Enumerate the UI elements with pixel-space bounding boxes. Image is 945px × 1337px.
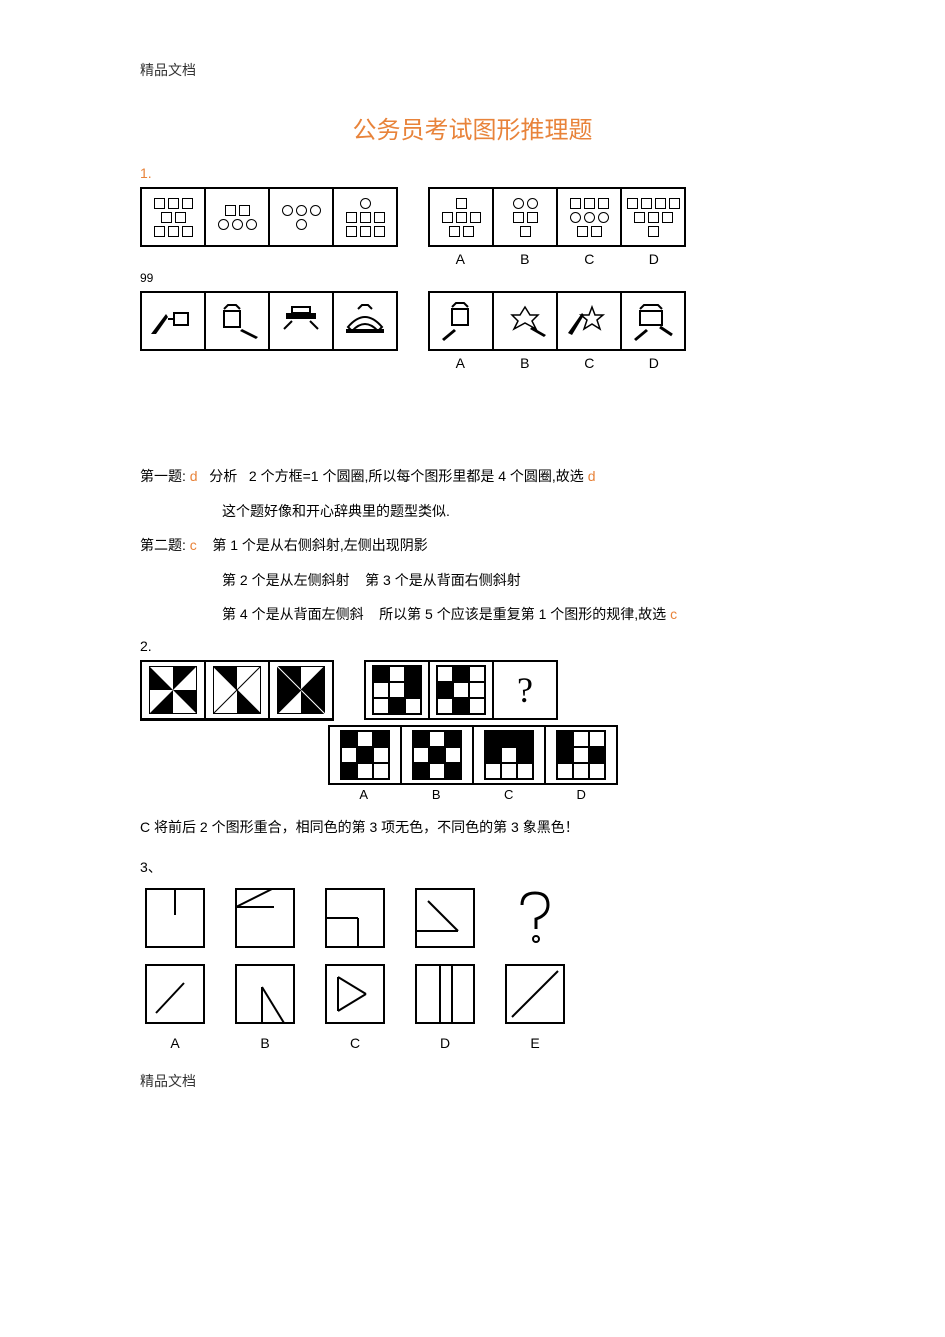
q1b-rD: [622, 293, 684, 349]
q2-pin3: [270, 662, 332, 718]
q1b-l2: [206, 293, 270, 349]
q2-label-B: B: [401, 787, 471, 802]
q3-optC: [320, 959, 390, 1029]
q3-qmark: [500, 883, 570, 953]
q3-optD: [410, 959, 480, 1029]
label-B2: B: [494, 355, 556, 371]
label-A: A: [429, 251, 491, 267]
q1-l-cell3: [270, 189, 334, 245]
q3-label-B: B: [230, 1035, 300, 1051]
q2-label-A: A: [329, 787, 399, 802]
q3-number: 3、: [140, 857, 805, 877]
label-C2: C: [558, 355, 620, 371]
q2-optC: [474, 727, 546, 783]
label-D: D: [623, 251, 685, 267]
q1-right-panel: A B C D: [428, 187, 686, 267]
q1-l-cell2: [206, 189, 270, 245]
q3-label-A: A: [140, 1035, 210, 1051]
q2-optB: [402, 727, 474, 783]
q1-l-cell1: [142, 189, 206, 245]
label-D2: D: [623, 355, 685, 371]
q1-left-panel: [140, 187, 398, 247]
q3-label-C: C: [320, 1035, 390, 1051]
q2-options: A B C D: [140, 725, 805, 802]
page-title: 公务员考试图形推理题: [140, 110, 805, 145]
label-C: C: [558, 251, 620, 267]
q3-labels: A B C D E: [140, 1035, 805, 1051]
q3-question-row: [140, 883, 805, 953]
q2-pin1: [142, 662, 206, 718]
label-B: B: [494, 251, 556, 267]
q2-optA: [330, 727, 402, 783]
q1b-right-panel: A B C D: [428, 291, 686, 371]
q1b-rC: [558, 293, 622, 349]
q3-optE: [500, 959, 570, 1029]
q1-r-cellA: [430, 189, 494, 245]
q2-optD: [546, 727, 616, 783]
q1-r-cellC: [558, 189, 622, 245]
page-num-99: 99: [140, 271, 805, 285]
q2-row1: ?: [140, 660, 805, 721]
q2-grid2: [430, 662, 494, 718]
q3-q3: [320, 883, 390, 953]
label-A2: A: [429, 355, 491, 371]
q1b-l1: [142, 293, 206, 349]
answer2-line1: 第二题: c 第 1 个是从右侧斜射,左侧出现阴影: [140, 532, 805, 559]
q3-q4: [410, 883, 480, 953]
header-label: 精品文档: [140, 60, 805, 80]
q1b-left-panel: [140, 291, 398, 351]
q1b-l3: [270, 293, 334, 349]
q1-row2: A B C D: [140, 291, 805, 371]
q2-grid1: [366, 662, 430, 718]
q2-number: 2.: [140, 638, 805, 654]
q1b-l4: [334, 293, 396, 349]
q3-label-D: D: [410, 1035, 480, 1051]
q3-optB: [230, 959, 300, 1029]
q2-label-D: D: [546, 787, 616, 802]
q3-options-row: [140, 959, 805, 1029]
q2-pin2: [206, 662, 270, 718]
q1-r-cellB: [494, 189, 558, 245]
answer2-line2: 第 2 个是从左侧斜射 第 3 个是从背面右侧斜射: [140, 567, 805, 594]
q2-label-C: C: [474, 787, 544, 802]
answer1-line2: 这个题好像和开心辞典里的题型类似.: [140, 498, 805, 525]
answer1-line1: 第一题: d 分析 2 个方框=1 个圆圈,所以每个图形里都是 4 个圆圈,故选…: [140, 463, 805, 490]
q1b-rA: [430, 293, 494, 349]
q1-number: 1.: [140, 165, 805, 181]
q3-q1: [140, 883, 210, 953]
q2-qmark: ?: [494, 662, 556, 718]
q1-l-cell4: [334, 189, 396, 245]
q2-answer: C 将前后 2 个图形重合，相同色的第 3 项无色，不同色的第 3 象黑色！: [140, 814, 805, 841]
q3-q2: [230, 883, 300, 953]
footer-label: 精品文档: [140, 1071, 805, 1091]
q1b-rB: [494, 293, 558, 349]
q3-label-E: E: [500, 1035, 570, 1051]
q1-r-cellD: [622, 189, 684, 245]
q1-row1: A B C D: [140, 187, 805, 267]
q3-optA: [140, 959, 210, 1029]
answer2-line3: 第 4 个是从背面左侧斜 所以第 5 个应该是重复第 1 个图形的规律,故选 c: [140, 601, 805, 628]
